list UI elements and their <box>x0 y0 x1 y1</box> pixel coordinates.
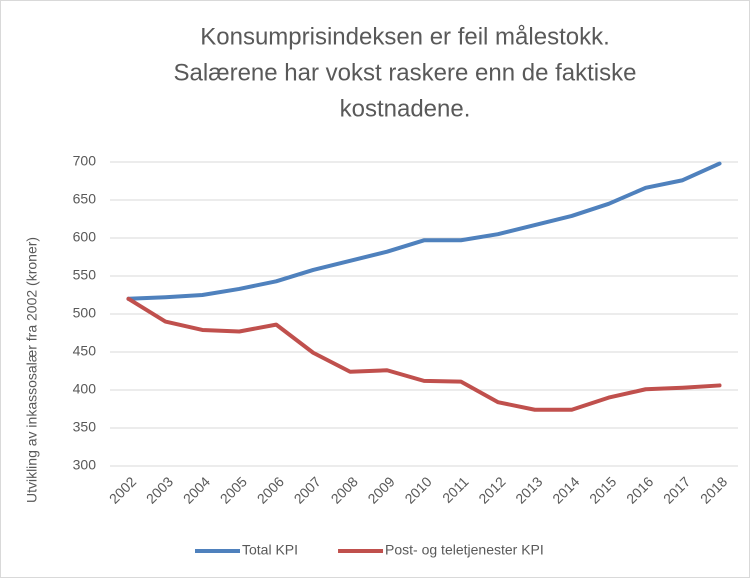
legend-label: Total KPI <box>242 542 298 558</box>
y-tick-label: 600 <box>73 229 97 245</box>
chart-title: Konsumprisindeksen er feil målestokk. <box>200 23 610 50</box>
y-tick-label: 700 <box>73 153 97 169</box>
y-axis-label: Utvikling av inkassosalær fra 2002 (kron… <box>24 237 40 503</box>
line-series <box>126 296 722 412</box>
y-tick-label: 650 <box>73 191 97 207</box>
line-series <box>126 161 722 301</box>
chart-title: kostnadene. <box>340 95 471 122</box>
y-tick-label: 300 <box>73 457 97 473</box>
legend-label: Post- og teletjenester KPI <box>385 542 544 558</box>
y-tick-label: 550 <box>73 267 97 283</box>
y-tick-label: 500 <box>73 305 97 321</box>
y-tick-label: 450 <box>73 343 97 359</box>
chart-title: Salærene har vokst raskere enn de faktis… <box>174 59 637 86</box>
y-tick-label: 400 <box>73 381 97 397</box>
y-tick-label: 350 <box>73 419 97 435</box>
